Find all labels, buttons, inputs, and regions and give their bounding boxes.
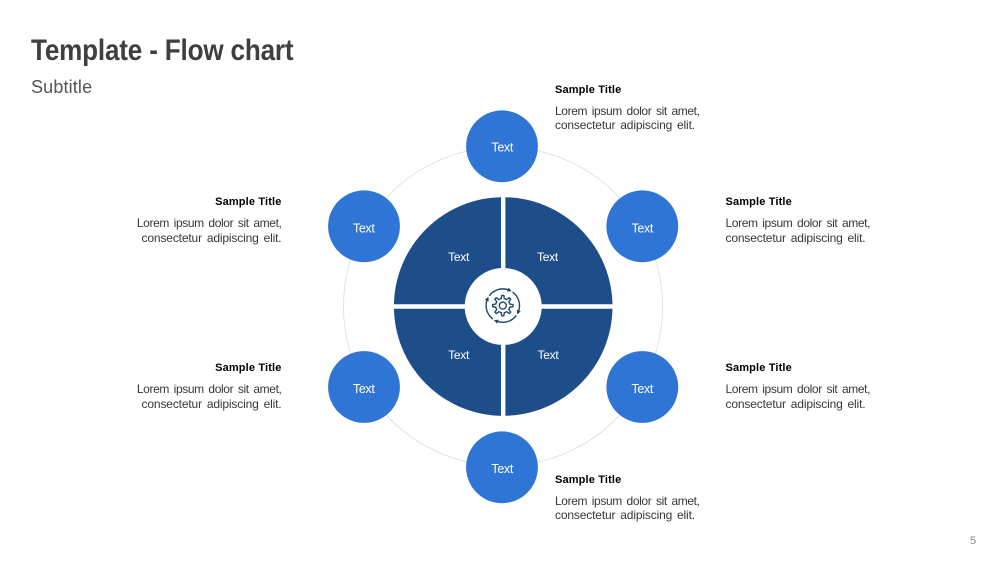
svg-text:Text: Text — [448, 250, 470, 264]
svg-text:Text: Text — [448, 348, 470, 362]
svg-text:Text: Text — [632, 382, 654, 396]
svg-text:Text: Text — [537, 250, 559, 264]
svg-text:Text: Text — [491, 462, 513, 476]
svg-text:Text: Text — [353, 221, 375, 235]
svg-text:Text: Text — [537, 348, 559, 362]
svg-text:Text: Text — [491, 141, 513, 155]
svg-text:Text: Text — [632, 221, 654, 235]
svg-text:Text: Text — [353, 382, 375, 396]
